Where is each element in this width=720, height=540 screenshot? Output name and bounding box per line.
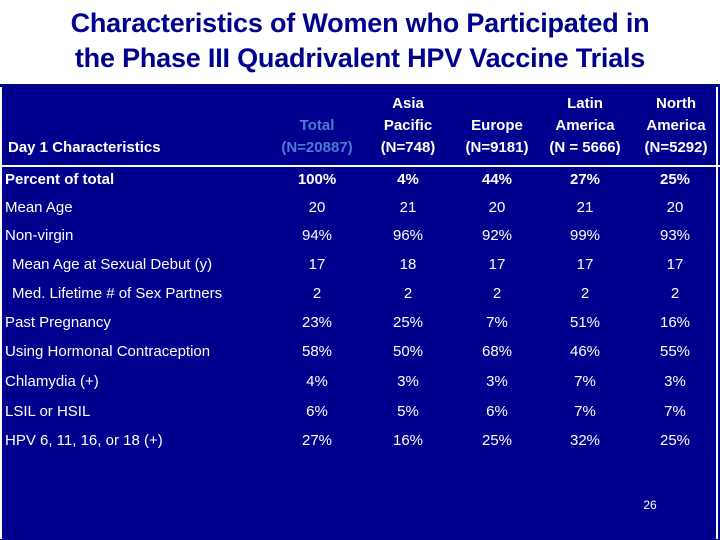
cell-north-america: 3%: [664, 373, 686, 390]
header-divider: [0, 165, 720, 167]
cell-europe: 68%: [481, 343, 513, 360]
header-north-line3: (N=5292): [644, 139, 708, 156]
cell-latin-america: 21: [576, 199, 594, 216]
header-latin-line3: (N = 5666): [549, 139, 621, 156]
row-label: Using Hormonal Contraception: [5, 343, 211, 360]
cell-north-america: 7%: [664, 403, 686, 420]
cell-europe: 7%: [486, 314, 508, 331]
cell-north-america: 17: [666, 256, 684, 273]
header-north-america: North America (N=5292): [634, 93, 718, 159]
row-label: LSIL or HSIL: [5, 403, 91, 420]
header-asia-line2: Pacific: [383, 117, 433, 134]
cell-latin-america: 32%: [569, 432, 601, 449]
title-line-2: the Phase III Quadrivalent HPV Vaccine T…: [74, 43, 646, 73]
cell-latin-america: 7%: [574, 373, 596, 390]
header-total-line2: Total: [299, 117, 335, 134]
cell-europe: 44%: [481, 171, 513, 188]
cell-latin-america: 2: [580, 285, 590, 302]
header-asia-line3: (N=748): [380, 139, 436, 156]
row-label: Percent of total: [5, 171, 115, 188]
row-label: Med. Lifetime # of Sex Partners: [12, 285, 223, 302]
cell-asia-pacific: 3%: [397, 373, 419, 390]
cell-asia-pacific: 2: [403, 285, 413, 302]
cell-latin-america: 99%: [569, 227, 601, 244]
table-row: Chlamydia (+) 4% 3% 3% 7% 3%: [0, 368, 720, 396]
title-line-1: Characteristics of Women who Participate…: [70, 8, 650, 38]
header-asia-line1: Asia: [392, 95, 424, 112]
cell-asia-pacific: 96%: [392, 227, 424, 244]
cell-asia-pacific: 4%: [397, 171, 419, 188]
row-label: Mean Age: [5, 199, 73, 216]
cell-latin-america: 7%: [574, 403, 596, 420]
cell-asia-pacific: 21: [399, 199, 417, 216]
table-row: Mean Age 20 21 20 21 20: [0, 194, 720, 222]
page-number: 26: [643, 498, 657, 512]
row-label: Mean Age at Sexual Debut (y): [12, 256, 213, 273]
cell-latin-america: 46%: [569, 343, 601, 360]
header-latin-line1: Latin: [567, 95, 603, 112]
header-europe-line2: Europe: [471, 117, 523, 134]
row-label: Past Pregnancy: [5, 314, 111, 331]
header-europe-line3: (N=9181): [465, 139, 529, 156]
cell-total: 100%: [297, 171, 337, 188]
header-north-line2: America: [646, 117, 706, 134]
header-latin-line2: America: [555, 117, 615, 134]
cell-asia-pacific: 5%: [397, 403, 419, 420]
cell-total: 23%: [301, 314, 333, 331]
cell-europe: 92%: [481, 227, 513, 244]
cell-total: 20: [308, 199, 326, 216]
cell-europe: 6%: [486, 403, 508, 420]
table-panel: [0, 87, 718, 539]
cell-total: 4%: [306, 373, 328, 390]
cell-total: 58%: [301, 343, 333, 360]
cell-asia-pacific: 50%: [392, 343, 424, 360]
cell-europe: 17: [488, 256, 506, 273]
cell-north-america: 2: [670, 285, 680, 302]
slide-title: Characteristics of Women who Participate…: [0, 6, 720, 76]
table-row: Mean Age at Sexual Debut (y) 17 18 17 17…: [0, 251, 720, 279]
cell-total: 17: [308, 256, 326, 273]
cell-north-america: 25%: [659, 171, 691, 188]
cell-total: 2: [312, 285, 322, 302]
cell-north-america: 55%: [659, 343, 691, 360]
table-row: Using Hormonal Contraception 58% 50% 68%…: [0, 338, 720, 366]
cell-north-america: 93%: [659, 227, 691, 244]
cell-asia-pacific: 25%: [392, 314, 424, 331]
header-total: Total (N=20887): [272, 115, 362, 159]
table-row: LSIL or HSIL 6% 5% 6% 7% 7%: [0, 398, 720, 426]
header-first-column: Day 1 Characteristics: [8, 139, 161, 156]
cell-asia-pacific: 16%: [392, 432, 424, 449]
cell-north-america: 20: [666, 199, 684, 216]
cell-latin-america: 51%: [569, 314, 601, 331]
table-row: Percent of total 100% 4% 44% 27% 25%: [0, 166, 720, 194]
table-row: Past Pregnancy 23% 25% 7% 51% 16%: [0, 309, 720, 337]
title-bar: Characteristics of Women who Participate…: [0, 0, 720, 84]
cell-latin-america: 17: [576, 256, 594, 273]
header-north-line1: North: [656, 95, 696, 112]
header-europe: Europe (N=9181): [452, 115, 542, 159]
table-row: HPV 6, 11, 16, or 18 (+) 27% 16% 25% 32%…: [0, 427, 720, 455]
row-label: Chlamydia (+): [5, 373, 99, 390]
cell-north-america: 16%: [659, 314, 691, 331]
cell-europe: 2: [492, 285, 502, 302]
header-total-line3: (N=20887): [281, 139, 353, 156]
cell-europe: 25%: [481, 432, 513, 449]
cell-north-america: 25%: [659, 432, 691, 449]
row-label: HPV 6, 11, 16, or 18 (+): [5, 432, 163, 449]
cell-total: 6%: [306, 403, 328, 420]
cell-latin-america: 27%: [569, 171, 601, 188]
header-asia-pacific: Asia Pacific (N=748): [368, 93, 448, 159]
cell-europe: 20: [488, 199, 506, 216]
table-row: Non-virgin 94% 96% 92% 99% 93%: [0, 222, 720, 250]
cell-total: 27%: [301, 432, 333, 449]
table-row: Med. Lifetime # of Sex Partners 2 2 2 2 …: [0, 280, 720, 308]
cell-total: 94%: [301, 227, 333, 244]
cell-europe: 3%: [486, 373, 508, 390]
row-label: Non-virgin: [5, 227, 74, 244]
cell-asia-pacific: 18: [399, 256, 417, 273]
header-latin-america: Latin America (N = 5666): [536, 93, 634, 159]
